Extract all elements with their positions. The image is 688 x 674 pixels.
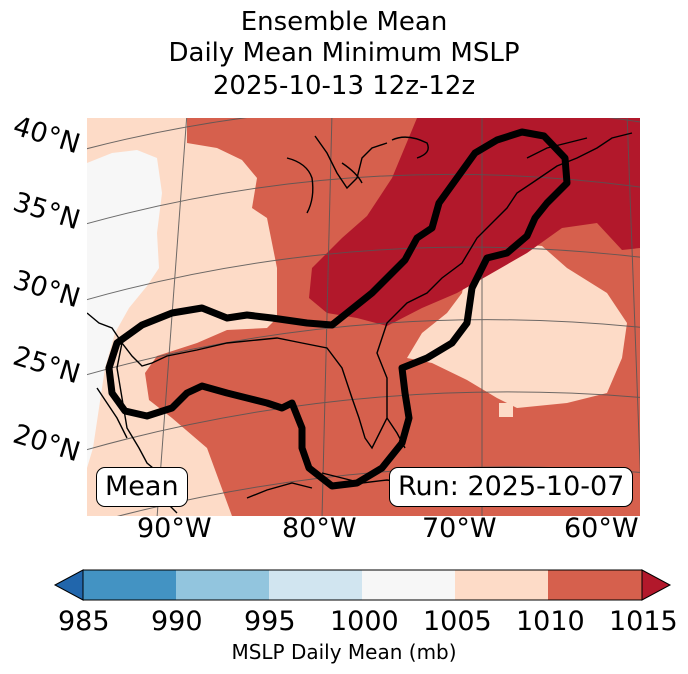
colorbar-tick-995: 995 — [244, 606, 296, 637]
colorbar-tick-1015: 1015 — [609, 606, 678, 637]
lon-label-90w: 90°W — [137, 513, 212, 544]
lat-label-25: 25°N — [9, 340, 84, 391]
colorbar-under-arrow — [53, 569, 84, 601]
colorbar-outline — [82, 569, 643, 601]
colorbar-bin-990-995 — [176, 570, 270, 600]
lon-label-70w: 70°W — [422, 513, 497, 544]
title-line-3: 2025-10-13 12z-12z — [212, 71, 476, 101]
lat-label-35: 35°N — [9, 186, 84, 237]
colorbar-bin-1005-1010 — [455, 570, 549, 600]
contour-line — [105, 128, 571, 490]
map-svg — [87, 118, 640, 516]
region-1005-dot — [499, 403, 513, 417]
title-line-1: Ensemble Mean — [240, 7, 448, 37]
colorbar-bin-985-990 — [83, 570, 177, 600]
run-date-box: Run: 2025-10-07 — [389, 467, 634, 507]
colorbar-over-arrow — [641, 569, 672, 601]
lat-label-20: 20°N — [9, 418, 84, 469]
lon-label-80w: 80°W — [282, 513, 357, 544]
colorbar-bin-995-1000 — [269, 570, 363, 600]
lat-label-40: 40°N — [9, 110, 84, 161]
title-line-2: Daily Mean Minimum MSLP — [168, 38, 520, 68]
colorbar-tick-1010: 1010 — [516, 606, 585, 637]
lat-label-30: 30°N — [9, 264, 84, 315]
colorbar-bin-1000-1005 — [362, 570, 456, 600]
mean-label-box: Mean — [96, 467, 188, 507]
colorbar-tick-990: 990 — [151, 606, 203, 637]
colorbar-title: MSLP Daily Mean (mb) — [231, 640, 457, 664]
colorbar — [53, 569, 672, 601]
colorbar-tick-985: 985 — [58, 606, 110, 637]
map-panel — [87, 118, 640, 516]
colorbar-tick-1000: 1000 — [330, 606, 399, 637]
colorbar-tick-1005: 1005 — [423, 606, 492, 637]
lon-label-60w: 60°W — [564, 513, 639, 544]
coastlines — [87, 132, 633, 514]
region-1005-atlantic — [407, 243, 627, 408]
colorbar-bin-1010-1015 — [548, 570, 642, 600]
